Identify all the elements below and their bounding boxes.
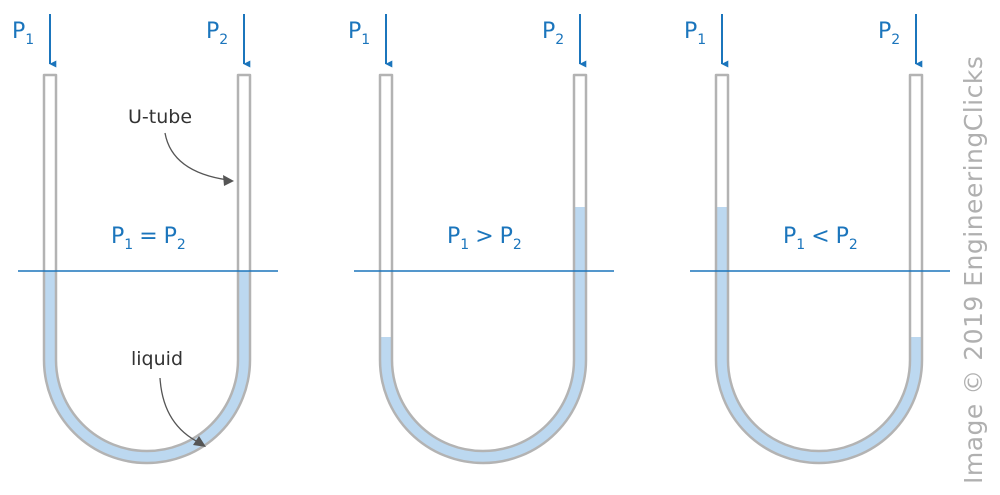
p2-label: P2 [878, 19, 900, 48]
u-tube [42, 73, 252, 465]
p1-label: P1 [348, 19, 370, 48]
panel-less: P1 P2 P1 < P2 [684, 14, 950, 465]
panel-equal: P1 P2 P1 = P2 U-tube liquid [12, 14, 278, 465]
liquid-pointer [159, 377, 201, 444]
u-tube-pointer [164, 132, 229, 181]
p1-label: P1 [684, 19, 706, 48]
u-tube-label: U-tube [128, 106, 192, 128]
p2-label: P2 [542, 19, 564, 48]
u-tube [714, 73, 924, 465]
liquid-label: liquid [131, 348, 183, 370]
u-tube [378, 73, 588, 465]
condition-label: P1 < P2 [783, 224, 858, 253]
panel-greater: P1 P2 P1 > P2 [348, 14, 614, 465]
copyright-watermark: Image © 2019 EngineeringClicks [959, 56, 988, 484]
liquid-pointer-head [193, 436, 206, 447]
p1-label: P1 [12, 19, 34, 48]
condition-label: P1 = P2 [111, 224, 186, 253]
u-tube-pointer-head [223, 175, 234, 186]
p2-label: P2 [206, 19, 228, 48]
condition-label: P1 > P2 [447, 224, 522, 253]
